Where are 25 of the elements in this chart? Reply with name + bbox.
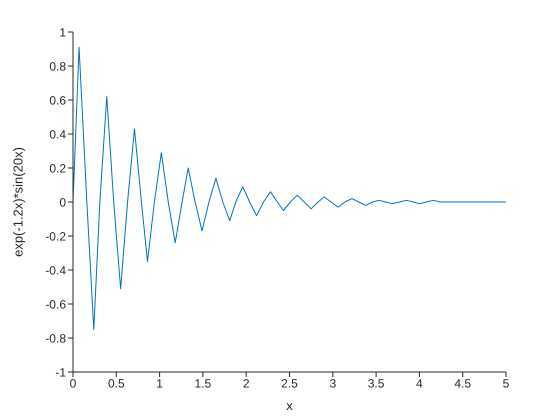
y-tick-label: 1 xyxy=(59,25,66,40)
y-tick-label: 0.2 xyxy=(49,161,66,176)
y-tick-label: 0.6 xyxy=(49,93,66,108)
x-tick-label: 3.5 xyxy=(368,376,385,391)
y-tick-label: -0.4 xyxy=(45,263,66,278)
y-tick-label: -1 xyxy=(55,365,66,380)
x-tick-label: 1 xyxy=(156,376,164,391)
x-tick-label: 2.5 xyxy=(281,376,298,391)
y-tick-label: 0.4 xyxy=(49,127,66,142)
y-tick-label: 0.8 xyxy=(49,59,66,74)
x-axis-title: x xyxy=(286,398,294,413)
line-series xyxy=(73,46,506,330)
y-tick-label: -0.2 xyxy=(45,229,66,244)
x-tick-label: 3 xyxy=(329,376,336,391)
x-tick-label: 0.5 xyxy=(108,376,125,391)
y-tick-label: -0.6 xyxy=(45,297,66,312)
x-tick-label: 4 xyxy=(416,376,424,391)
y-tick-label: -0.8 xyxy=(45,331,66,346)
x-tick-label: 4.5 xyxy=(454,376,472,391)
y-tick-label: 0 xyxy=(59,195,66,210)
x-tick-label: 2 xyxy=(242,376,250,391)
x-tick-label: 1.5 xyxy=(194,376,212,391)
y-axis-title: exp(-1.2x)*sin(20x) xyxy=(10,147,26,257)
x-tick-label: 0 xyxy=(70,376,77,391)
x-tick-label: 5 xyxy=(502,376,510,391)
